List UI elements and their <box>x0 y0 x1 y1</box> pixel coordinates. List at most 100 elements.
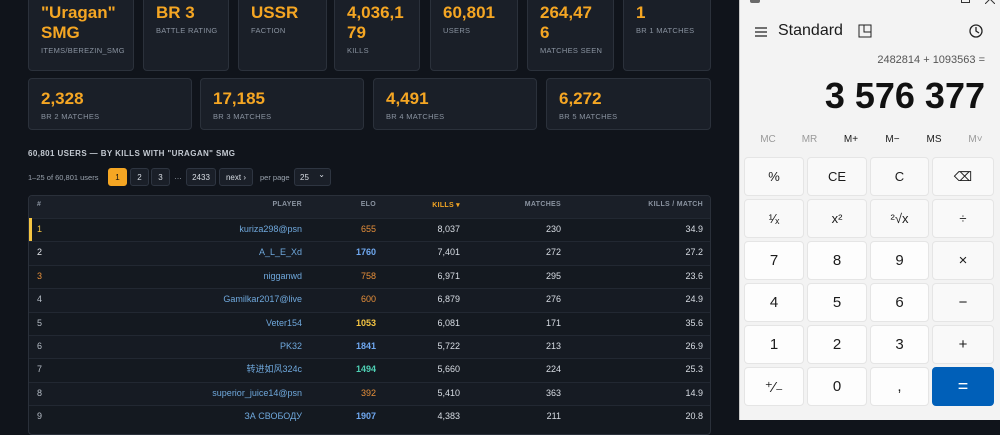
kills: 6,081 <box>437 317 460 328</box>
page-button[interactable]: 2433 <box>186 168 216 186</box>
calc-key[interactable]: % <box>744 157 804 196</box>
matches: 230 <box>545 224 561 234</box>
calc-key[interactable]: × <box>932 241 994 280</box>
calc-key[interactable]: 5 <box>807 283 867 322</box>
rank: 3 <box>37 270 43 281</box>
elo: 1841 <box>355 341 376 351</box>
stat-value: 4,491 <box>386 89 429 108</box>
memory-button[interactable]: M− <box>885 134 900 145</box>
calc-key[interactable]: 8 <box>807 241 867 280</box>
rank: 4 <box>37 294 43 305</box>
page-button[interactable]: 2 <box>130 168 149 186</box>
matches: 171 <box>545 317 561 328</box>
stat-label: BR 1 MATCHES <box>636 26 695 35</box>
memory-button[interactable]: MC <box>760 134 776 145</box>
next-button[interactable]: next › <box>219 168 253 186</box>
page-button[interactable]: 3 <box>151 168 170 186</box>
maximize-button[interactable] <box>961 0 970 3</box>
ellipsis: … <box>174 172 182 181</box>
calc-key[interactable]: + <box>932 325 994 364</box>
player-link[interactable]: 转进如风324c <box>246 364 302 375</box>
player-link[interactable]: Gamilkar2017@live <box>223 294 302 305</box>
kills: 7,401 <box>437 247 460 258</box>
calc-key[interactable]: , <box>870 367 929 406</box>
per-page-select[interactable]: 25 ⌄ <box>294 168 331 186</box>
calc-key[interactable]: ⁺⁄₋ <box>744 367 804 406</box>
table-row <box>29 218 710 241</box>
player-link[interactable]: superior_juice14@psn <box>212 387 302 398</box>
column-header[interactable]: ELO <box>360 201 376 208</box>
keep-on-top-button[interactable] <box>858 24 872 38</box>
column-header[interactable]: MATCHES <box>524 201 561 208</box>
section-heading: 60,801 USERS — BY KILLS WITH "URAGAN" SM… <box>28 149 236 158</box>
leaderboard-table: # PLAYER ELO KILLS ▾ MATCHES KILLS / MATCH 1 ku… <box>28 195 711 435</box>
calc-key[interactable]: 0 <box>807 367 867 406</box>
result: 3 576 377 <box>824 75 985 116</box>
calc-key[interactable]: ÷ <box>932 199 994 238</box>
expression: 2482814 + 1093563 = <box>877 54 985 66</box>
stat-value: BR 3 <box>156 3 195 22</box>
elo: 1494 <box>355 364 376 375</box>
calc-key[interactable]: ⌫ <box>932 157 994 196</box>
equals-key[interactable]: = <box>932 367 994 406</box>
kills-per-match: 23.6 <box>685 270 703 281</box>
calc-key[interactable]: CE <box>807 157 867 196</box>
dropdown-caret: ⌄ <box>318 170 325 179</box>
player-link[interactable]: Veter154 <box>265 317 302 328</box>
stat-card: 2,328 BR 2 MATCHES <box>28 78 192 130</box>
matches: 211 <box>546 411 561 422</box>
matches: 363 <box>545 387 561 398</box>
stat-value: 264,476 <box>540 3 592 42</box>
stat-value: 17,185 <box>213 89 265 108</box>
elo: 392 <box>360 387 376 398</box>
calc-key[interactable]: 6 <box>870 283 929 322</box>
pagination-summary: 1–25 of 60,801 users <box>28 173 99 182</box>
stat-card: 17,185 BR 3 MATCHES <box>200 78 364 130</box>
kills-per-match: 34.9 <box>685 224 703 234</box>
rank: 6 <box>37 341 43 351</box>
close-button[interactable] <box>985 0 995 4</box>
elo: 1053 <box>355 317 376 328</box>
stat-label: MATCHES SEEN <box>540 46 603 55</box>
column-header[interactable]: KILLS ▾ <box>432 202 460 209</box>
kills-per-match: 20.8 <box>685 411 703 422</box>
memory-button[interactable]: MS <box>926 134 942 145</box>
calc-key[interactable]: ¹⁄ₓ <box>744 199 804 238</box>
page: CalculatorStandard2482814 + 1093563 =3 5… <box>28 0 1000 435</box>
stat-label: KILLS <box>347 46 369 55</box>
player-link[interactable]: ЗА СВОБОДУ <box>244 411 302 422</box>
app-title: Calculator <box>770 0 811 2</box>
stat-card: 4,036,179 KILLS <box>334 0 420 71</box>
column-header[interactable]: KILLS / MATCH <box>648 201 703 208</box>
calc-key[interactable]: − <box>932 283 994 322</box>
stat-label: BR 2 MATCHES <box>41 112 100 121</box>
calc-key[interactable]: 9 <box>870 241 929 280</box>
rank: 8 <box>37 387 43 398</box>
menu-button[interactable] <box>754 26 768 38</box>
calc-key[interactable]: 7 <box>744 241 804 280</box>
stat-card: BR 3 BATTLE RATING <box>143 0 229 71</box>
page-button[interactable]: 1 <box>108 168 127 186</box>
calc-key[interactable]: 2 <box>807 325 867 364</box>
elo: 1907 <box>355 411 376 422</box>
calc-key[interactable]: ²√x <box>870 199 929 238</box>
history-button[interactable] <box>968 23 984 39</box>
rank: 2 <box>37 247 43 258</box>
player-link[interactable]: A_L_E_Xd <box>258 247 302 258</box>
column-header[interactable]: PLAYER <box>272 201 302 208</box>
stat-card: 1 BR 1 MATCHES <box>623 0 711 71</box>
calc-key[interactable]: 3 <box>870 325 929 364</box>
memory-button[interactable]: M+ <box>843 134 859 145</box>
calc-key[interactable]: C <box>870 157 929 196</box>
memory-button[interactable]: MR <box>801 134 818 145</box>
calc-key[interactable]: 4 <box>744 283 804 322</box>
player-link[interactable]: PK32 <box>279 341 302 351</box>
player-link[interactable]: kuriza298@psn <box>239 224 302 234</box>
calc-key[interactable]: x² <box>807 199 867 238</box>
elo: 1760 <box>355 247 376 258</box>
calc-key[interactable]: 1 <box>744 325 804 364</box>
stat-card: 4,491 BR 4 MATCHES <box>373 78 537 130</box>
memory-button[interactable]: M˅ <box>968 134 983 145</box>
kills: 5,722 <box>437 341 460 351</box>
player-link[interactable]: nigganwd <box>263 270 302 281</box>
